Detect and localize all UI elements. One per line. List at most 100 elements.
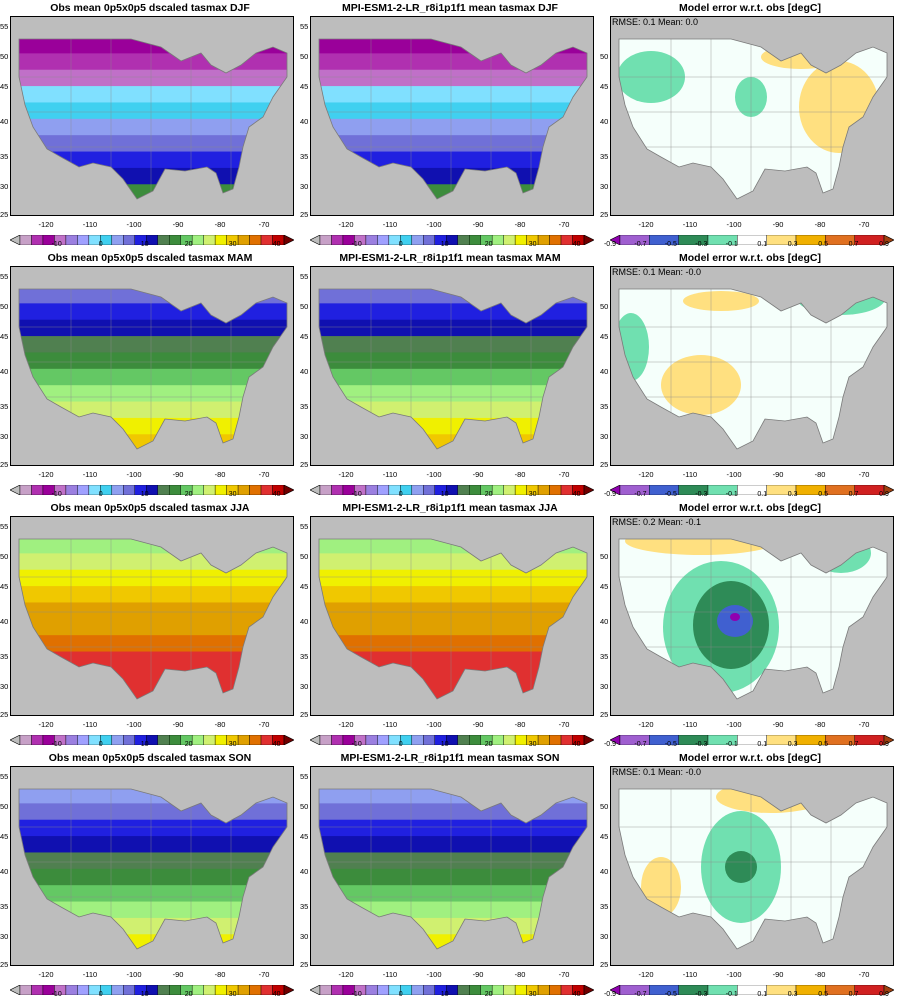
colorbar-tick-label: 10 (440, 491, 449, 498)
lon-tick-label: -120 (638, 470, 654, 479)
lat-tick-label: 55 (0, 22, 9, 31)
lat-tick-label: 55 (300, 272, 309, 281)
lon-tick-label: -90 (472, 970, 484, 979)
lat-tick-label: 40 (300, 867, 309, 876)
colorbar-tick-label: 40 (572, 491, 581, 498)
lat-tick-label: 50 (300, 302, 309, 311)
lon-tick-label: -90 (172, 470, 184, 479)
lon-tick-label: -80 (514, 220, 526, 229)
panel-title: MPI-ESM1-2-LR_r8i1p1f1 mean tasmax SON (340, 752, 560, 764)
lat-tick-label: 45 (600, 82, 609, 91)
colorbar-tick-label: -0.7 (634, 991, 647, 998)
lat-tick-label: 50 (300, 552, 309, 561)
lon-tick-label: -90 (472, 720, 484, 729)
lon-tick-label: -110 (382, 220, 398, 229)
colorbar (9, 732, 295, 746)
lon-tick-label: -90 (172, 970, 184, 979)
lon-tick-label: -100 (426, 970, 442, 979)
lon-tick-label: -70 (858, 720, 870, 729)
lon-tick-label: -80 (214, 720, 226, 729)
lat-tick-label: 45 (0, 332, 9, 341)
lat-tick-label: 40 (0, 367, 9, 376)
lat-tick-label: 40 (0, 867, 9, 876)
colorbar (309, 232, 595, 246)
colorbar-tick-label: -10 (351, 991, 362, 998)
lon-tick-label: -100 (726, 470, 742, 479)
colorbar-tick-label: 0.5 (818, 991, 828, 998)
lon-tick-label: -120 (38, 720, 54, 729)
lat-tick-label: 50 (300, 802, 309, 811)
lat-tick-label: 30 (0, 932, 9, 941)
lon-tick-label: -70 (858, 220, 870, 229)
lon-tick-label: -80 (214, 470, 226, 479)
rmse-mean-label: RMSE: 0.1 Mean: -0.0 (612, 767, 702, 777)
lat-tick-label: 45 (300, 582, 309, 591)
colorbar-tick-label: 0.5 (818, 491, 828, 498)
lat-tick-label: 30 (0, 432, 9, 441)
lat-tick-label: 40 (600, 117, 609, 126)
panel-title: Obs mean 0p5x0p5 dscaled tasmax SON (48, 752, 252, 764)
lon-tick-label: -70 (258, 220, 270, 229)
colorbar-tick-label: 0.5 (818, 741, 828, 748)
colorbar-tick-label: 0.1 (757, 991, 768, 998)
lat-tick-label: 25 (600, 210, 609, 219)
colorbar-tick-label: 20 (184, 241, 193, 248)
lon-tick-label: -70 (258, 970, 270, 979)
lon-tick-label: -90 (772, 720, 784, 729)
lon-tick-label: -90 (172, 220, 184, 229)
panel-title: Model error w.r.t. obs [degC] (679, 252, 821, 264)
lat-tick-label: 35 (300, 152, 309, 161)
colorbar-tick-label: 0.1 (757, 241, 768, 248)
lat-tick-label: 40 (300, 367, 309, 376)
lon-tick-label: -70 (558, 220, 570, 229)
colorbar-tick-label: 0.7 (848, 241, 859, 248)
lat-tick-label: 35 (0, 652, 9, 661)
lat-tick-label: 50 (600, 552, 609, 561)
lon-tick-label: -70 (258, 720, 270, 729)
temperature-map (10, 516, 294, 716)
colorbar (9, 482, 295, 496)
colorbar (9, 232, 295, 246)
error-map (610, 16, 894, 216)
colorbar-tick-label: 30 (528, 991, 537, 998)
lon-tick-label: -120 (338, 970, 354, 979)
colorbar-tick-label: 0.3 (787, 491, 798, 498)
colorbar-tick-label: -0.7 (634, 741, 647, 748)
rmse-mean-label: RMSE: 0.1 Mean: 0.0 (612, 17, 699, 27)
lat-tick-label: 35 (300, 652, 309, 661)
lat-tick-label: 45 (600, 332, 609, 341)
colorbar-tick-label: 0 (398, 491, 403, 498)
colorbar-tick-label: 20 (184, 991, 193, 998)
colorbar-tick-label: 10 (140, 741, 149, 748)
temperature-map (310, 266, 594, 466)
panel-title: Model error w.r.t. obs [degC] (679, 502, 821, 514)
colorbar-tick-label: 0.7 (848, 491, 859, 498)
lat-tick-label: 25 (300, 460, 309, 469)
colorbar (309, 732, 595, 746)
lat-tick-label: 35 (0, 402, 9, 411)
colorbar-tick-label: 40 (272, 991, 281, 998)
lat-tick-label: 30 (0, 182, 9, 191)
lon-tick-label: -110 (682, 720, 698, 729)
colorbar-tick-label: -0.3 (695, 241, 708, 248)
lat-tick-label: 35 (0, 902, 9, 911)
lon-tick-label: -80 (814, 720, 826, 729)
lat-tick-label: 35 (600, 652, 609, 661)
colorbar-tick-label: 40 (272, 241, 281, 248)
lat-tick-label: 25 (0, 460, 9, 469)
colorbar-tick-label: -0.9 (603, 991, 617, 998)
colorbar-tick-label: -0.9 (603, 491, 617, 498)
lat-tick-label: 30 (600, 432, 609, 441)
lat-tick-label: 30 (300, 682, 309, 691)
lat-tick-label: 25 (300, 210, 309, 219)
lon-tick-label: -80 (214, 970, 226, 979)
colorbar-tick-label: -0.1 (725, 491, 738, 498)
lon-tick-label: -120 (338, 470, 354, 479)
colorbar-tick-label: 30 (528, 241, 537, 248)
colorbar (9, 982, 295, 996)
panel-title: MPI-ESM1-2-LR_r8i1p1f1 mean tasmax MAM (339, 252, 561, 264)
colorbar-tick-label: 30 (228, 491, 237, 498)
lon-tick-label: -110 (82, 970, 98, 979)
colorbar-tick-label: 30 (228, 991, 237, 998)
lon-tick-label: -80 (214, 220, 226, 229)
